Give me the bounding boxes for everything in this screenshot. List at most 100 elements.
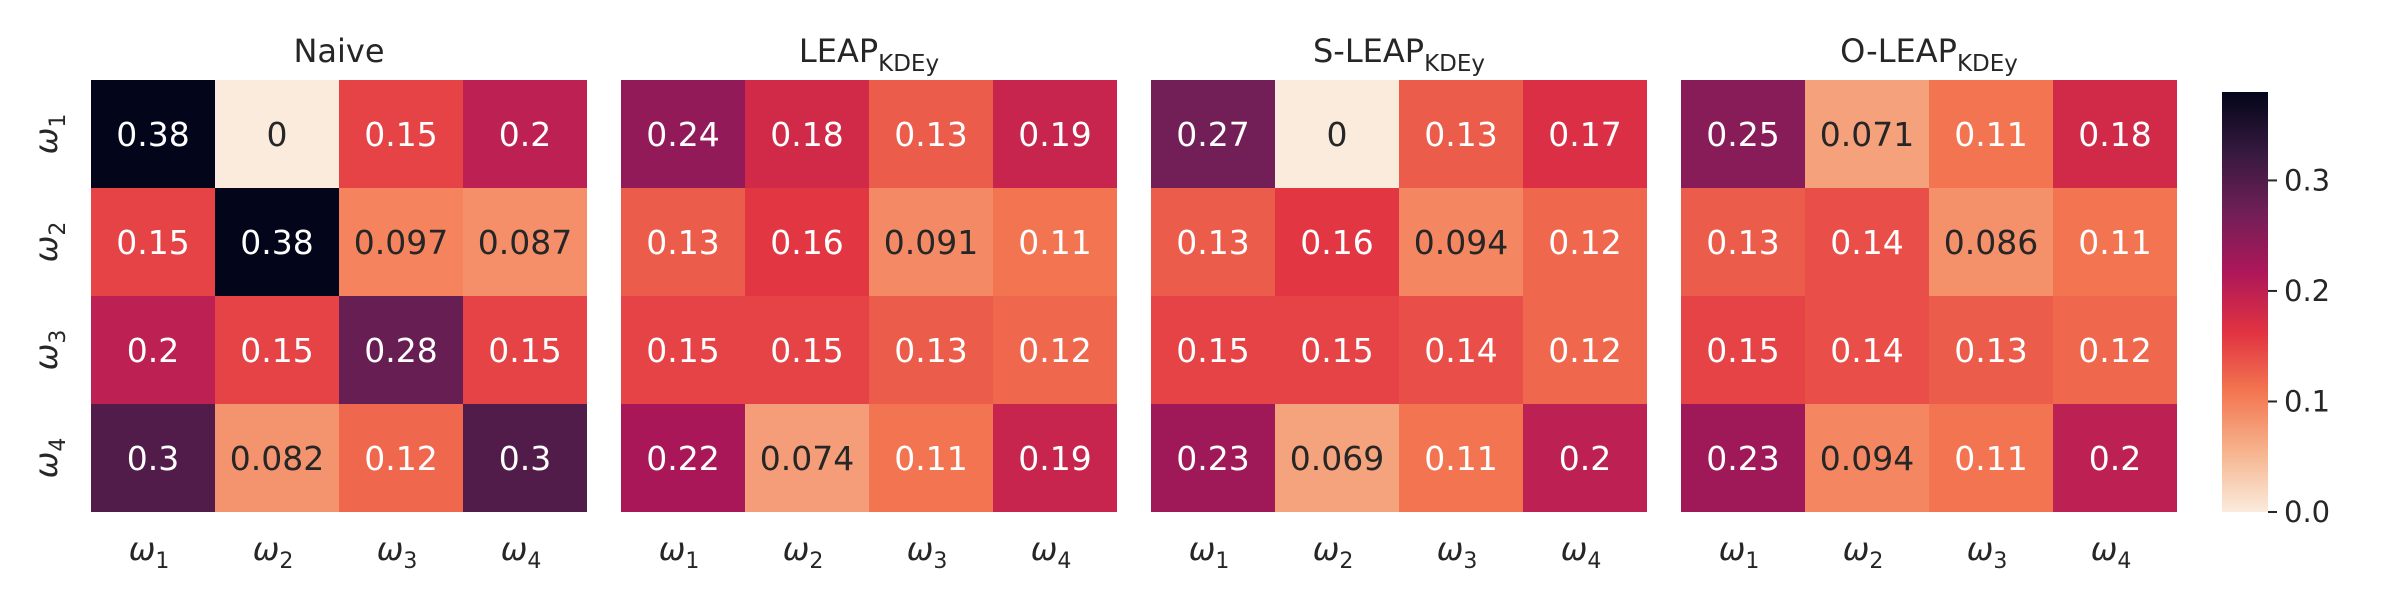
x-tick-label: ω1 xyxy=(1719,530,1760,574)
cell-value-label: 0.19 xyxy=(1018,439,1091,478)
x-tick-label: ω2 xyxy=(1313,530,1354,574)
heatmap-cell xyxy=(1929,296,2053,404)
y-tick-index: 4 xyxy=(46,438,71,452)
x-tick-index: 2 xyxy=(1869,549,1883,574)
panel-title-subscript: KDEy xyxy=(878,51,939,77)
y-tick-label: ω4 xyxy=(27,438,71,479)
x-tick-label: ω4 xyxy=(2091,530,2132,574)
heatmap-cell xyxy=(1805,188,1929,296)
heatmap-cell xyxy=(1275,188,1399,296)
cell-value-label: 0.25 xyxy=(1706,115,1779,154)
cell-value-label: 0.38 xyxy=(116,115,189,154)
cell-value-label: 0.15 xyxy=(1176,331,1249,370)
cell-value-label: 0.28 xyxy=(364,331,437,370)
heatmap-cell xyxy=(1929,188,2053,296)
panel-title-main: LEAP xyxy=(799,32,878,70)
heatmap-cell xyxy=(745,404,869,512)
cell-value-label: 0.12 xyxy=(364,439,437,478)
heatmap-cell xyxy=(215,404,339,512)
heatmap-cell xyxy=(215,80,339,188)
x-tick-symbol: ω xyxy=(377,530,404,568)
x-tick-index: 3 xyxy=(403,549,417,574)
heatmap-cell xyxy=(1399,404,1523,512)
panel-title-main: S-LEAP xyxy=(1313,32,1424,70)
cell-value-label: 0.11 xyxy=(1018,223,1091,262)
heatmap-cell xyxy=(463,80,587,188)
heatmap-cell xyxy=(2053,404,2177,512)
x-tick-symbol: ω xyxy=(1967,530,1994,568)
y-tick-label: ω1 xyxy=(27,114,71,155)
heatmap-cell xyxy=(1805,296,1929,404)
x-tick-label: ω3 xyxy=(1437,530,1478,574)
y-tick-index: 1 xyxy=(46,114,71,128)
y-tick-symbol: ω xyxy=(27,452,65,479)
cell-value-label: 0.13 xyxy=(1954,331,2027,370)
x-tick-symbol: ω xyxy=(1189,530,1216,568)
x-tick-label: ω3 xyxy=(1967,530,2008,574)
x-tick-symbol: ω xyxy=(1437,530,1464,568)
x-tick-symbol: ω xyxy=(907,530,934,568)
heatmap-cell xyxy=(1399,296,1523,404)
heatmap-cell xyxy=(1523,188,1647,296)
cell-value-label: 0.15 xyxy=(364,115,437,154)
heatmap-cell xyxy=(1523,404,1647,512)
heatmap-cell xyxy=(1151,404,1275,512)
cell-value-label: 0.086 xyxy=(1944,223,2038,262)
heatmap-cell xyxy=(621,188,745,296)
cell-value-label: 0.15 xyxy=(1706,331,1779,370)
heatmap-cell xyxy=(1681,188,1805,296)
cell-value-label: 0.3 xyxy=(127,439,179,478)
cell-value-label: 0.23 xyxy=(1706,439,1779,478)
panel-title: Naive xyxy=(293,32,384,70)
cell-value-label: 0.13 xyxy=(1424,115,1497,154)
x-tick-symbol: ω xyxy=(501,530,528,568)
x-tick-index: 3 xyxy=(933,549,947,574)
heatmap-cell xyxy=(1681,80,1805,188)
heatmap-cell xyxy=(1275,404,1399,512)
heatmap-cell xyxy=(2053,80,2177,188)
cell-value-label: 0.097 xyxy=(354,223,448,262)
heatmap-cell xyxy=(339,296,463,404)
x-tick-symbol: ω xyxy=(2091,530,2118,568)
heatmap-cell xyxy=(621,80,745,188)
cell-value-label: 0.094 xyxy=(1820,439,1914,478)
heatmap-cell xyxy=(745,188,869,296)
colorbar-tick-label: 0.1 xyxy=(2284,384,2330,418)
heatmap-cell xyxy=(1523,296,1647,404)
cell-value-label: 0.11 xyxy=(2078,223,2151,262)
y-tick-index: 2 xyxy=(46,222,71,236)
heatmap-cell xyxy=(869,80,993,188)
x-tick-index: 2 xyxy=(1339,549,1353,574)
cell-value-label: 0.15 xyxy=(770,331,843,370)
heatmap-cell xyxy=(745,80,869,188)
cell-value-label: 0.18 xyxy=(770,115,843,154)
cell-value-label: 0.14 xyxy=(1830,223,1903,262)
x-tick-index: 2 xyxy=(279,549,293,574)
cell-value-label: 0.11 xyxy=(1954,439,2027,478)
x-tick-label: ω2 xyxy=(783,530,824,574)
heatmap-cell xyxy=(91,80,215,188)
panel-title: LEAPKDEy xyxy=(799,32,939,77)
heatmap-cell xyxy=(215,188,339,296)
heatmap-cell xyxy=(621,404,745,512)
cell-value-label: 0.087 xyxy=(478,223,572,262)
heatmap-cell xyxy=(869,296,993,404)
heatmap-cell xyxy=(91,188,215,296)
cell-value-label: 0.13 xyxy=(1706,223,1779,262)
panel-title-main: O-LEAP xyxy=(1840,32,1957,70)
colorbar-tick-label: 0.2 xyxy=(2284,274,2330,308)
cell-value-label: 0.094 xyxy=(1414,223,1508,262)
heatmap-cell xyxy=(91,404,215,512)
x-tick-index: 4 xyxy=(527,549,541,574)
x-tick-symbol: ω xyxy=(129,530,156,568)
panel-title-main: Naive xyxy=(293,32,384,70)
x-tick-index: 1 xyxy=(1745,549,1759,574)
heatmap-cell xyxy=(339,188,463,296)
y-tick-symbol: ω xyxy=(27,236,65,263)
x-tick-symbol: ω xyxy=(1031,530,1058,568)
cell-value-label: 0.18 xyxy=(2078,115,2151,154)
cell-value-label: 0.12 xyxy=(1018,331,1091,370)
cell-value-label: 0.13 xyxy=(894,331,967,370)
heatmap-panel-1: Naive 0.38 0 0.15 0.2 0.15 0.38 0.097 0.087 0.2 0.… xyxy=(27,32,587,574)
